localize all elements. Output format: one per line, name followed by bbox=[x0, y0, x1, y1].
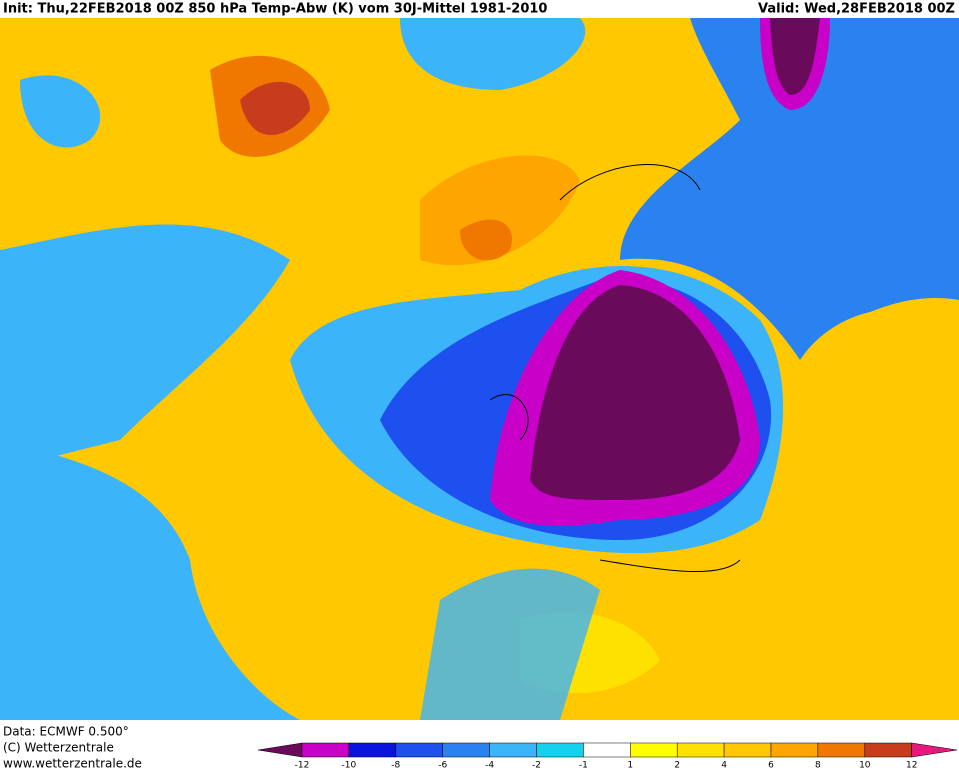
colorbar-tick-label: 6 bbox=[768, 761, 774, 771]
cold-area bbox=[0, 440, 300, 720]
colorbar-segment bbox=[489, 742, 537, 758]
colorbar-segment bbox=[583, 742, 631, 758]
colorbar-tick-label: -1 bbox=[579, 761, 588, 771]
colorbar-segment bbox=[817, 742, 866, 758]
warm-area bbox=[760, 308, 959, 720]
footer-url: www.wetterzentrale.de bbox=[3, 757, 142, 771]
colorbar-segment bbox=[348, 742, 397, 758]
footer-copyright: (C) Wetterzentrale bbox=[3, 741, 114, 755]
colorbar-tick-label: -6 bbox=[438, 761, 447, 771]
header-valid: Valid: Wed,28FEB2018 00Z bbox=[758, 2, 955, 17]
warm-area bbox=[460, 219, 512, 261]
colorbar-tick-label: -8 bbox=[391, 761, 400, 771]
colorbar: -12 -10 -8 -6 -4 -2 -1 1 2 4 6 8 10 12 bbox=[257, 742, 958, 771]
coastline bbox=[489, 164, 741, 572]
colorbar-segment bbox=[630, 742, 678, 758]
colorbar-tick-label: 12 bbox=[906, 761, 917, 771]
colorbar-tick-label: 8 bbox=[815, 761, 821, 771]
colorbar-segment bbox=[864, 742, 912, 758]
cold-core bbox=[530, 285, 740, 500]
colorbar-segment bbox=[301, 742, 350, 758]
colorbar-tick-label: 2 bbox=[674, 761, 680, 771]
colorbar-segment bbox=[536, 742, 584, 758]
colorbar-tick-label: 10 bbox=[859, 761, 871, 771]
colorbar-tick-label: -10 bbox=[342, 761, 357, 771]
colorbar-tick-label: 4 bbox=[721, 761, 727, 771]
colorbar-end bbox=[911, 742, 958, 758]
cold-area bbox=[0, 224, 290, 470]
header-title: Init: Thu,22FEB2018 00Z 850 hPa Temp-Abw… bbox=[3, 2, 547, 17]
footer-data: Data: ECMWF 0.500° bbox=[3, 725, 129, 739]
colorbar-tick-label: -4 bbox=[485, 761, 494, 771]
colorbar-segment bbox=[723, 742, 772, 758]
colorbar-segment bbox=[676, 742, 725, 758]
warm-area bbox=[420, 155, 580, 266]
colorbar-tick-label: -12 bbox=[295, 761, 310, 771]
map bbox=[0, 18, 959, 720]
colorbar-segment bbox=[395, 742, 443, 758]
colorbar-tick-label: 1 bbox=[627, 761, 633, 771]
warm-area bbox=[240, 81, 310, 135]
header-bar bbox=[0, 0, 959, 18]
cold-area bbox=[420, 568, 600, 720]
cold-core bbox=[770, 18, 820, 95]
cold-area bbox=[400, 18, 586, 90]
colorbar-segment bbox=[442, 742, 490, 758]
cold-area bbox=[620, 18, 959, 360]
cold-area bbox=[20, 75, 101, 148]
colorbar-tick-label: -2 bbox=[532, 761, 541, 771]
colorbar-segment bbox=[770, 742, 819, 758]
